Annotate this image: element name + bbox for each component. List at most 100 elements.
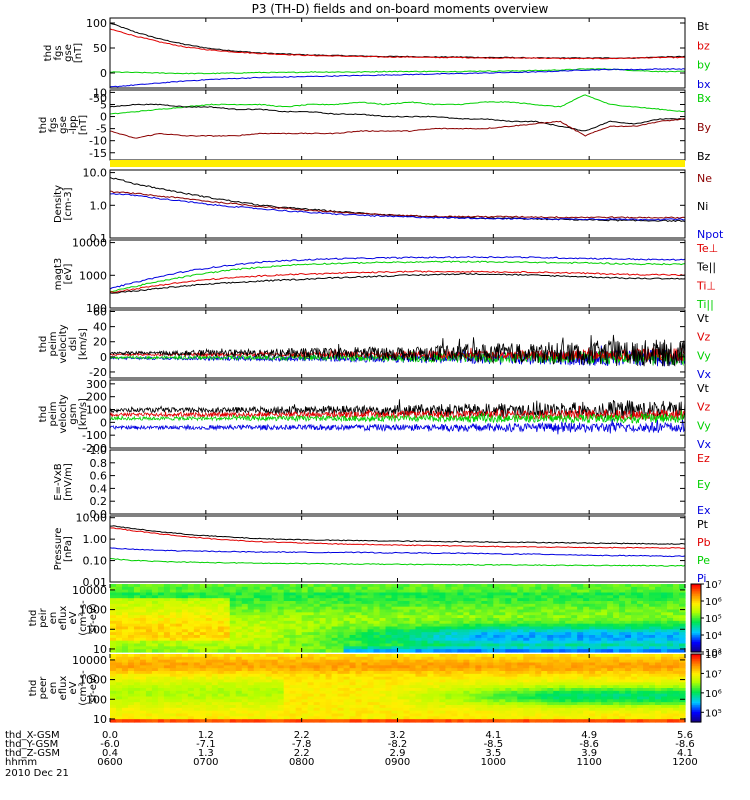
spectrogram-cell [577, 606, 584, 611]
colorbar-label: 10⁴ [705, 631, 722, 642]
spectrogram-cell [409, 612, 417, 616]
spectrogram-cell [241, 696, 249, 700]
spectrogram-cell [589, 584, 596, 588]
spectrogram-cell [110, 646, 117, 650]
spectrogram-cell [205, 618, 213, 622]
spectrogram-cell [337, 668, 345, 672]
spectrogram-cell [205, 606, 213, 611]
spectrogram-cell [493, 589, 500, 594]
spectrogram-cell [637, 606, 644, 611]
spectrogram-cell [577, 598, 584, 602]
spectrogram-cell [511, 632, 518, 636]
spectrogram-cell [439, 623, 447, 628]
spectrogram-cell [229, 601, 237, 605]
spectrogram-cell [367, 632, 375, 636]
spectrogram-cell [289, 702, 297, 706]
spectrogram-cell [163, 705, 171, 709]
spectrogram-cell [505, 626, 512, 630]
spectrogram-cell [457, 656, 464, 661]
spectrogram-cell [385, 696, 393, 700]
spectrogram-cell [505, 620, 512, 625]
spectrogram-cell [271, 615, 279, 619]
series-ne-line [109, 190, 686, 219]
spectrogram-cell [463, 612, 470, 616]
spectrogram-cell [205, 654, 213, 658]
spectrogram-cell [343, 699, 351, 703]
spectrogram-cell [667, 713, 674, 717]
spectrogram-cell [355, 620, 363, 625]
spectrogram-cell [559, 598, 566, 602]
spectrogram-cell [127, 702, 135, 706]
spectrogram-cell [379, 673, 387, 678]
spectrogram-cell [601, 668, 608, 672]
spectrogram-cell [253, 632, 261, 636]
spectrogram-cell [433, 716, 441, 720]
spectrogram-cell [133, 688, 141, 692]
spectrogram-cell [457, 673, 464, 678]
spectrogram-cell [481, 665, 488, 669]
y-axis-label: thd [38, 117, 49, 134]
spectrogram-cell [331, 615, 339, 619]
spectrogram-cell [295, 632, 303, 636]
spectrogram-cell [385, 589, 393, 594]
spectrogram-cell [169, 598, 177, 602]
spectrogram-cell [397, 665, 405, 669]
spectrogram-cell [589, 646, 596, 650]
spectrogram-cell [289, 592, 297, 596]
spectrogram-cell [259, 676, 267, 681]
spectrogram-cell [223, 671, 231, 675]
spectrogram-cell [277, 603, 285, 608]
spectrogram-cell [110, 637, 117, 642]
spectrogram-cell [433, 713, 441, 717]
spectrogram-cell [355, 609, 363, 613]
spectrogram-cell [151, 665, 159, 669]
colorbar-segment [691, 638, 701, 641]
spectrogram-cell [337, 586, 345, 591]
spectrogram-cell [241, 612, 249, 616]
spectrogram-cell [277, 584, 285, 588]
spectrogram-cell [625, 676, 632, 681]
spectrogram-cell [373, 673, 381, 678]
spectrogram-cell [619, 609, 626, 613]
spectrogram-cell [331, 654, 339, 658]
spectrogram-cell [523, 584, 530, 588]
spectrogram-cell [475, 716, 482, 720]
spectrogram-cell [421, 676, 429, 681]
spectrogram-cell [229, 696, 237, 700]
spectrogram-cell [457, 659, 464, 664]
spectrogram-cell [337, 626, 345, 630]
spectrogram-cell [241, 702, 249, 706]
spectrogram-cell [637, 643, 644, 647]
spectrogram-cell [193, 679, 201, 683]
spectrogram-cell [475, 676, 482, 681]
spectrogram-cell [367, 662, 375, 666]
spectrogram-cell [265, 665, 273, 669]
spectrogram-cell [601, 640, 608, 645]
spectrogram-cell [325, 598, 333, 602]
spectrogram-cell [361, 601, 369, 605]
spectrogram-cell [319, 637, 327, 642]
spectrogram-cell [277, 640, 285, 645]
spectrogram-cell [229, 673, 237, 678]
spectrogram-cell [343, 586, 351, 591]
spectrogram-cell [493, 637, 500, 642]
spectrogram-cell [385, 640, 393, 645]
spectrogram-cell [583, 635, 590, 639]
spectrogram-cell [283, 606, 291, 611]
spectrogram-cell [661, 696, 668, 700]
spectrogram-cell [607, 603, 614, 608]
spectrogram-cell [673, 693, 680, 698]
spectrogram-cell [625, 637, 632, 642]
spectrogram-cell [259, 618, 267, 622]
spectrogram-cell [547, 618, 554, 622]
spectrogram-cell [547, 668, 554, 672]
spectrogram-cell [337, 690, 345, 695]
spectrogram-cell [325, 710, 333, 715]
spectrogram-cell [529, 649, 536, 653]
colorbar-segment [691, 623, 701, 626]
spectrogram-cell [415, 699, 423, 703]
spectrogram-cell [541, 623, 548, 628]
spectrogram-cell [565, 623, 572, 628]
